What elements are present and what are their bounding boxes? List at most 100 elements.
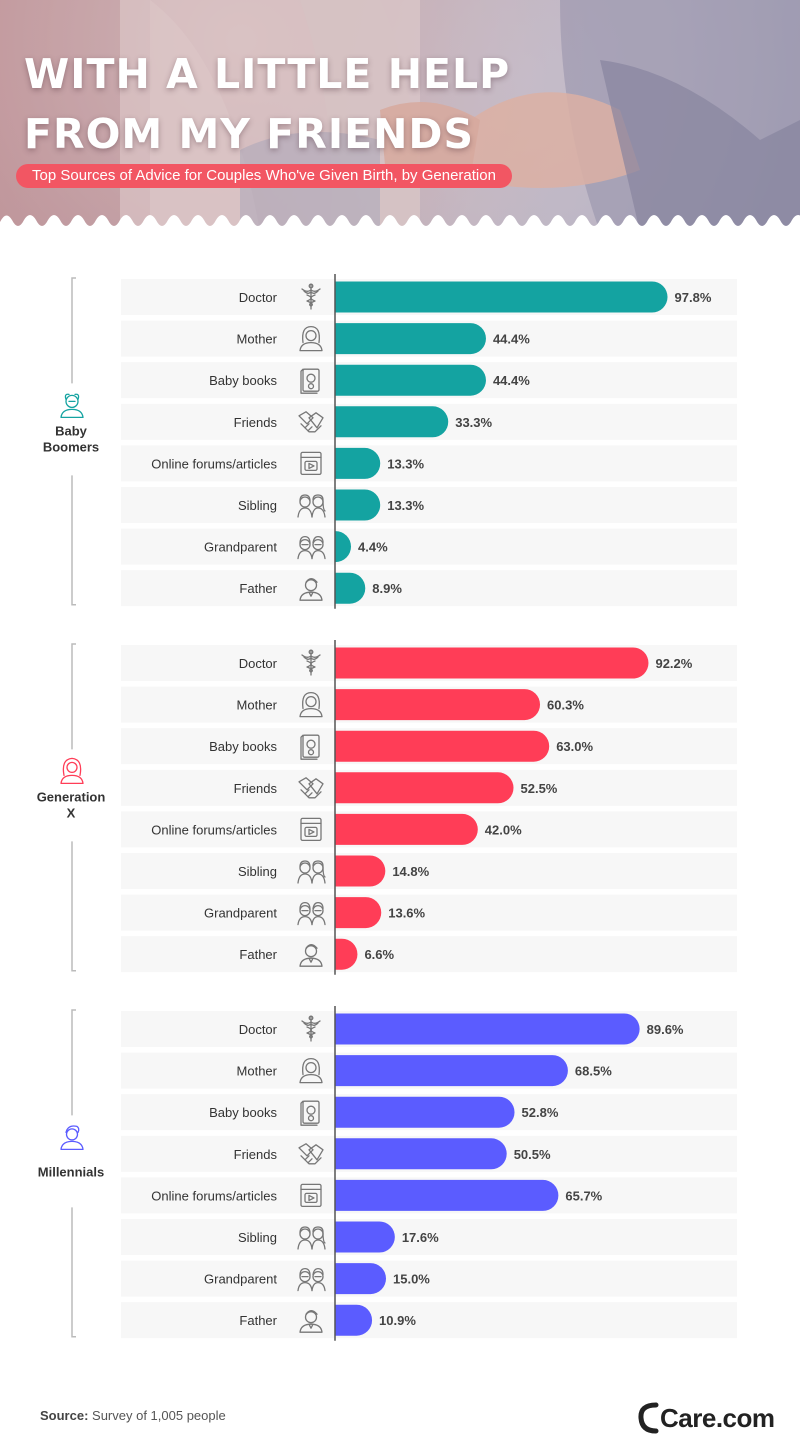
father-icon (299, 944, 323, 967)
bar (335, 1096, 515, 1128)
grandparent-icon (297, 535, 326, 560)
baby-book-icon (300, 734, 320, 760)
group-label: Millennials (38, 1164, 104, 1179)
category-label: Doctor (239, 1022, 278, 1037)
bar (335, 897, 382, 929)
title-line-1: WITH A LITTLE HELP (24, 50, 511, 98)
bar (335, 572, 366, 604)
video-article-icon (300, 451, 322, 476)
bar (335, 1055, 568, 1087)
data-label: 33.3% (455, 415, 492, 430)
grandparent-icon (297, 1267, 326, 1292)
category-label: Mother (237, 1064, 278, 1079)
bar (335, 1221, 395, 1253)
chart-row: Online forums/articles 42.0% (121, 811, 737, 848)
group-label: Generation (37, 789, 106, 804)
category-label: Sibling (238, 864, 277, 879)
row-background (121, 1219, 737, 1255)
data-label: 60.3% (547, 698, 584, 713)
category-label: Doctor (239, 290, 278, 305)
data-label: 44.4% (493, 373, 530, 388)
data-label: 50.5% (514, 1147, 551, 1162)
group-bracket-top (71, 643, 76, 750)
chart-row: Doctor 92.2% (121, 645, 737, 681)
bar (335, 1138, 507, 1170)
category-label: Mother (237, 698, 278, 713)
category-label: Sibling (238, 498, 277, 513)
chart-row: Mother 68.5% (121, 1052, 737, 1089)
bar (335, 1013, 640, 1045)
baby-book-icon (300, 1100, 320, 1126)
chart-row: Sibling 17.6% (121, 1219, 737, 1255)
row-background (121, 853, 737, 889)
bar (335, 531, 351, 563)
bar (335, 323, 486, 355)
bar (335, 772, 514, 804)
category-label: Grandparent (204, 540, 277, 555)
bar (335, 364, 486, 396)
source-label: Source: (40, 1408, 89, 1423)
category-label: Online forums/articles (151, 822, 277, 837)
data-label: 13.3% (387, 456, 424, 471)
group-bracket-bottom (71, 841, 76, 972)
care-logo: Care.com (638, 1400, 775, 1436)
category-label: Baby books (209, 1105, 277, 1120)
chart-row: Friends 50.5% (121, 1135, 737, 1172)
chart-row: Mother 44.4% (121, 320, 737, 357)
category-label: Friends (234, 781, 278, 796)
chart-row: Father 6.6% (121, 936, 737, 973)
grandparent-icon (297, 901, 326, 926)
handshake-icon (298, 411, 324, 433)
mother-icon (299, 1057, 323, 1084)
chart-row: Friends 52.5% (121, 769, 737, 806)
subtitle-badge: Top Sources of Advice for Couples Who've… (16, 164, 512, 188)
bar (335, 647, 649, 679)
row-background (121, 570, 737, 607)
row-background (121, 894, 737, 931)
category-label: Online forums/articles (151, 1188, 277, 1203)
group-bracket-bottom (71, 475, 76, 606)
baby-boomer-icon (60, 393, 84, 419)
handshake-icon (298, 777, 324, 799)
video-article-icon (300, 817, 322, 842)
chart-row: Online forums/articles 13.3% (121, 445, 737, 482)
father-icon (299, 1310, 323, 1333)
category-label: Grandparent (204, 1272, 277, 1287)
category-label: Mother (237, 332, 278, 347)
caduceus-icon (301, 283, 321, 310)
group-label: Boomers (43, 439, 99, 454)
data-label: 13.6% (388, 906, 425, 921)
row-background (121, 487, 737, 523)
mother-icon (299, 325, 323, 352)
group-label: Baby (55, 423, 88, 438)
group-bracket-bottom (71, 1207, 76, 1338)
category-label: Online forums/articles (151, 456, 277, 471)
chart-row: Sibling 13.3% (121, 487, 737, 523)
bar (335, 813, 478, 845)
bar (335, 406, 449, 438)
data-label: 44.4% (493, 332, 530, 347)
chart-row: Mother 60.3% (121, 686, 737, 723)
header-banner: WITH A LITTLE HELP FROM MY FRIENDS Top S… (0, 0, 800, 232)
bar (335, 938, 358, 970)
handshake-icon (298, 1143, 324, 1165)
baby-book-icon (300, 368, 320, 394)
chart-group-2: Millennials Doctor 89.6% Mother 68.5% Baby bo… (38, 1006, 737, 1341)
data-label: 42.0% (485, 822, 522, 837)
group-bracket-top (71, 1009, 76, 1116)
bar (335, 447, 381, 479)
title-line-2: FROM MY FRIENDS (24, 110, 474, 158)
category-label: Sibling (238, 1230, 277, 1245)
care-logo-mark (638, 1402, 659, 1434)
source-note: Source: Survey of 1,005 people (40, 1408, 226, 1423)
data-label: 65.7% (565, 1188, 602, 1203)
chart-row: Baby books 63.0% (121, 728, 737, 765)
source-text: Survey of 1,005 people (92, 1408, 226, 1423)
category-label: Father (239, 1313, 277, 1328)
bar (335, 855, 386, 887)
data-label: 14.8% (392, 864, 429, 879)
data-label: 89.6% (647, 1022, 684, 1037)
sibling-icon (297, 1226, 326, 1250)
